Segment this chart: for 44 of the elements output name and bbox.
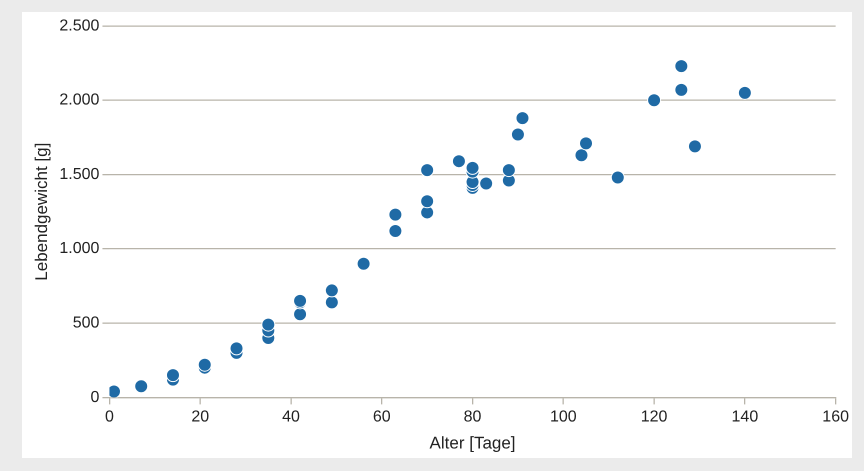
- point: [356, 256, 371, 271]
- point: [324, 295, 339, 310]
- point: [134, 379, 148, 394]
- point: [515, 111, 530, 126]
- x-tick-label: 0: [104, 408, 114, 426]
- y-tick-label: 0: [90, 388, 100, 406]
- point: [688, 139, 702, 154]
- point: [420, 163, 434, 178]
- point: [574, 148, 588, 162]
- point: [166, 368, 180, 382]
- point: [261, 318, 276, 332]
- y-tick-label: 500: [72, 314, 100, 332]
- point: [388, 208, 402, 222]
- point: [610, 170, 625, 185]
- y-tick-label: 1.000: [59, 240, 100, 258]
- point: [293, 307, 308, 322]
- point: [230, 341, 244, 356]
- y-tick-label: 2.500: [59, 17, 100, 34]
- x-tick-label: 100: [550, 408, 577, 426]
- point: [324, 283, 339, 298]
- x-tick-label: 40: [282, 408, 300, 426]
- point: [502, 163, 516, 178]
- point: [510, 127, 525, 142]
- point: [388, 224, 402, 238]
- x-tick-label: 60: [372, 408, 391, 426]
- point: [674, 82, 688, 97]
- point: [479, 176, 494, 190]
- y-axis-title: Lebendgewicht [g]: [32, 142, 51, 281]
- point: [647, 93, 662, 108]
- point: [579, 136, 594, 150]
- x-axis-title: Alter [Tage]: [430, 433, 516, 452]
- point: [452, 154, 466, 168]
- point: [198, 358, 212, 372]
- x-tick-label: 160: [822, 408, 850, 426]
- x-tick-label: 20: [191, 408, 210, 426]
- x-tick-label: 140: [732, 408, 758, 426]
- y-tick-label: 1.500: [59, 166, 100, 183]
- x-tick-label: 80: [464, 408, 482, 426]
- point: [738, 86, 752, 100]
- y-tick-label: 2.000: [59, 92, 100, 109]
- point: [420, 194, 434, 208]
- x-tick-label: 120: [640, 408, 668, 426]
- point: [674, 59, 688, 74]
- point: [466, 160, 480, 175]
